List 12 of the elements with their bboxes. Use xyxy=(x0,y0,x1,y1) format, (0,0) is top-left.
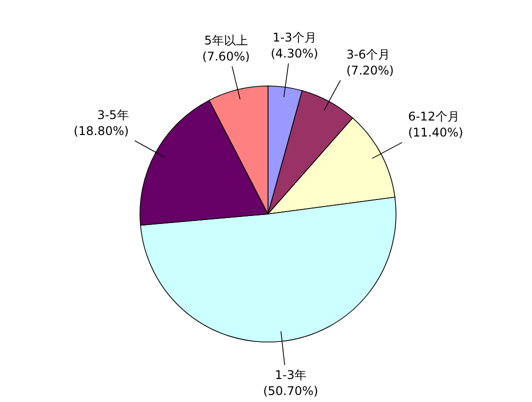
data-label: (7.20%) xyxy=(346,63,394,78)
slice-label: 3-5年 xyxy=(97,108,129,122)
slice-label: 6-12个月 xyxy=(408,109,460,124)
slice-label: 3-6个月 xyxy=(346,47,390,62)
data-label: (7.60%) xyxy=(202,49,250,64)
slice-label: 1-3个月 xyxy=(272,30,316,44)
slice-label: 5年以上 xyxy=(204,33,248,48)
data-label: (4.30%) xyxy=(270,46,318,60)
data-label: (11.40%) xyxy=(408,125,464,140)
data-label: (50.70%) xyxy=(263,384,318,398)
slice-label: 1-3年 xyxy=(274,368,306,382)
data-label: (18.80%) xyxy=(74,124,129,138)
